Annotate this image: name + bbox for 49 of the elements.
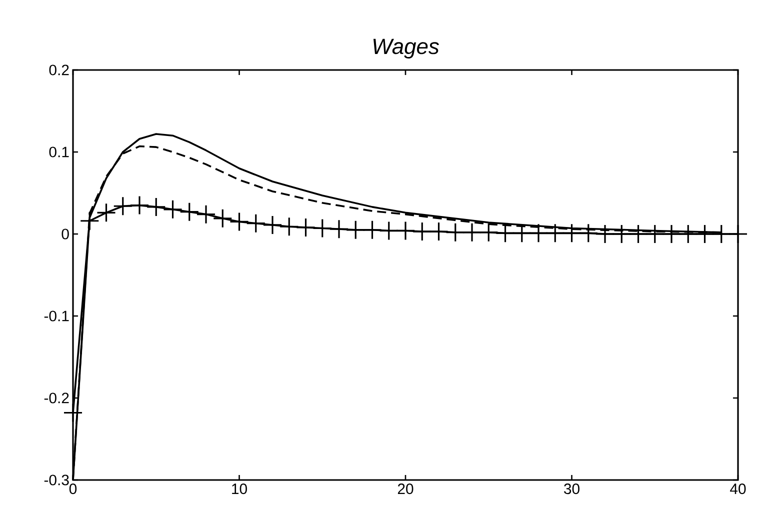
- x-tick-label: 0: [69, 484, 77, 494]
- chart-title: Wages: [373, 38, 439, 58]
- point: [694, 224, 715, 244]
- point: [678, 224, 698, 244]
- x-tick-label: 10: [232, 484, 247, 494]
- point: [662, 224, 682, 244]
- point: [645, 224, 665, 244]
- point: [628, 224, 648, 244]
- y-tick-label: 0.1: [49, 146, 69, 158]
- point: [712, 224, 732, 244]
- point: [96, 202, 116, 222]
- point: [113, 196, 133, 216]
- point: [612, 224, 632, 244]
- point: [262, 215, 282, 235]
- point: [279, 216, 299, 236]
- point: [162, 200, 183, 220]
- point: [196, 204, 216, 224]
- point: [362, 220, 382, 240]
- point: [146, 197, 166, 217]
- point: [478, 222, 498, 242]
- point: [379, 220, 399, 241]
- point: [80, 211, 100, 231]
- point: [130, 195, 150, 216]
- point: [180, 202, 200, 222]
- point: [412, 222, 432, 242]
- x-tick-label: 40: [730, 484, 746, 494]
- y-tick-label: 0.2: [49, 64, 69, 76]
- x-tick-label: 30: [564, 484, 580, 494]
- point: [446, 222, 466, 242]
- x-tick-label: 20: [398, 484, 414, 494]
- point: [329, 219, 349, 239]
- point: [462, 222, 482, 242]
- point: [212, 208, 232, 228]
- y-tick-label: -0.1: [44, 310, 69, 322]
- point: [562, 223, 582, 243]
- point: [545, 223, 565, 243]
- y-tick-label: -0.3: [44, 474, 69, 486]
- point: [312, 218, 332, 238]
- point: [428, 222, 449, 242]
- y-tick-label: -0.2: [44, 392, 69, 404]
- point: [595, 224, 615, 244]
- point: [296, 218, 316, 238]
- point: [728, 224, 748, 244]
- point: [578, 223, 598, 243]
- point: [396, 220, 416, 241]
- point: [346, 220, 366, 240]
- point: [246, 214, 266, 234]
- y-tick-label: 0: [62, 228, 69, 240]
- point: [229, 212, 250, 232]
